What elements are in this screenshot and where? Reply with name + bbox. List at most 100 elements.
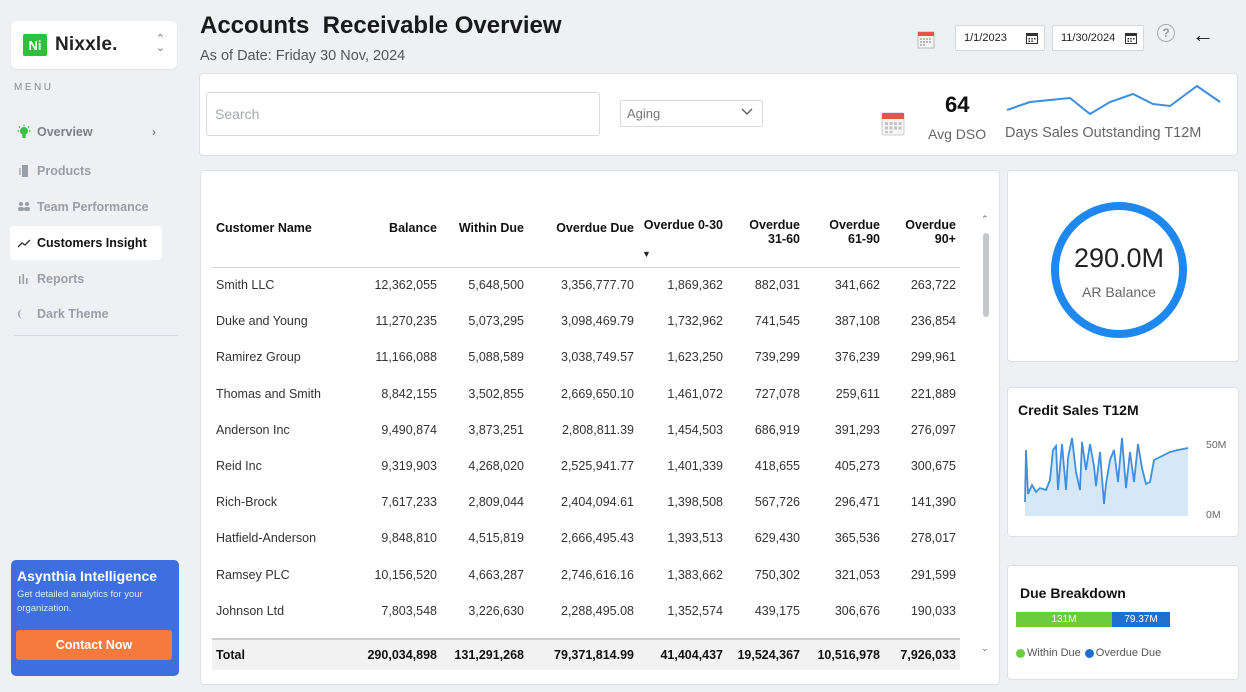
value-cell: 300,675: [910, 459, 956, 474]
total-balance: 290,034,898: [367, 648, 437, 662]
table-row[interactable]: Johnson Ltd 7,803,548 3,226,630 2,288,495.0…: [212, 593, 960, 629]
sidebar-item-products[interactable]: Products: [10, 154, 162, 188]
value-cell: 259,611: [835, 386, 880, 401]
value-cell: 8,842,155: [381, 386, 437, 401]
value-cell: 391,293: [834, 422, 880, 437]
table-row[interactable]: Ramsey PLC 10,156,520 4,663,287 2,746,616.1…: [212, 557, 960, 593]
value-cell: 296,471: [834, 495, 880, 510]
aging-select[interactable]: Aging: [620, 100, 763, 127]
credit-sales-title: Credit Sales T12M: [1018, 402, 1139, 418]
date-from-input[interactable]: 1/1/2023: [955, 25, 1045, 51]
value-cell: 4,663,287: [468, 567, 524, 582]
table-row[interactable]: Hatfield-Anderson 9,848,810 4,515,819 2,666…: [212, 520, 960, 556]
column-header-within-due[interactable]: Within Due: [441, 215, 528, 268]
value-cell: 439,175: [754, 603, 800, 618]
value-cell: 7,803,548: [381, 603, 437, 618]
sidebar-item-dark-theme[interactable]: Dark Theme: [10, 297, 162, 331]
value-cell: 2,404,094.61: [561, 495, 634, 510]
as-of-date: As of Date: Friday 30 Nov, 2024: [200, 48, 406, 64]
value-cell: 3,226,630: [468, 603, 524, 618]
customer-name-cell: Duke and Young: [216, 314, 308, 329]
table-row[interactable]: Duke and Young 11,270,235 5,073,295 3,098,4…: [212, 303, 960, 339]
value-cell: 9,319,903: [381, 459, 437, 474]
table-row[interactable]: Thomas and Smith 8,842,155 3,502,855 2,669,…: [212, 376, 960, 412]
total-within-due: 131,291,268: [454, 648, 524, 662]
table-row[interactable]: Smith LLC 12,362,055 5,648,500 3,356,777.70…: [212, 267, 960, 303]
value-cell: 2,808,811.39: [561, 422, 634, 437]
scroll-up-icon[interactable]: ⌃: [981, 214, 989, 224]
total-overdue-due: 79,371,814.99: [554, 648, 634, 662]
total-overdue-31-60: 19,524,367: [737, 648, 800, 662]
sidebar-item-team-performance[interactable]: Team Performance: [10, 190, 162, 224]
promo-text: Get detailed analytics for your organiza…: [17, 589, 143, 614]
customer-name-cell: Smith LLC: [216, 278, 275, 293]
customer-table: Customer Name Balance Within Due Overdue…: [212, 215, 960, 629]
chevron-down-icon: [740, 104, 754, 121]
total-overdue-0-30: 41,404,437: [660, 648, 723, 662]
value-cell: 629,430: [754, 531, 800, 546]
date-to-input[interactable]: 11/30/2024: [1052, 25, 1144, 51]
value-cell: 190,033: [910, 603, 956, 618]
value-cell: 686,919: [754, 422, 800, 437]
customer-name-cell: Reid Inc: [216, 459, 262, 474]
sidebar-item-label: Dark Theme: [37, 307, 109, 321]
back-arrow-icon[interactable]: ←: [1192, 22, 1214, 47]
sidebar-item-customers-insight[interactable]: Customers Insight: [10, 226, 162, 260]
sidebar-item-overview[interactable]: Overview ›: [10, 115, 162, 149]
help-icon[interactable]: ?: [1157, 24, 1175, 42]
value-cell: 1,401,339: [667, 459, 723, 474]
brand-switcher[interactable]: Ni Nixxle. ⌃ ⌄: [11, 21, 177, 69]
table-scrollbar-thumb[interactable]: [983, 233, 989, 317]
table-row[interactable]: Ramirez Group 11,166,088 5,088,589 3,038,74…: [212, 339, 960, 375]
value-cell: 739,299: [754, 350, 800, 365]
value-cell: 5,073,295: [468, 314, 524, 329]
calendar-icon[interactable]: [1125, 32, 1137, 47]
scroll-down-icon[interactable]: ⌄: [981, 643, 989, 653]
value-cell: 1,454,503: [667, 422, 723, 437]
value-cell: 2,288,495.08: [561, 603, 634, 618]
sidebar-item-reports[interactable]: Reports: [10, 262, 162, 296]
expand-collapse-icon: ⌃ ⌄: [155, 33, 165, 54]
legend-within-label: Within Due: [1027, 647, 1081, 659]
column-header-overdue-61-90[interactable]: Overdue 61-90: [804, 215, 884, 268]
table-total-row: Total 290,034,898 131,291,268 79,371,814…: [212, 640, 960, 670]
sidebar-divider: [14, 335, 178, 336]
bar-chart-icon: [15, 270, 33, 288]
due-breakdown-title: Due Breakdown: [1020, 585, 1126, 601]
value-cell: 7,617,233: [381, 495, 437, 510]
table-row[interactable]: Anderson Inc 9,490,874 3,873,251 2,808,811.…: [212, 412, 960, 448]
page-title: Accounts Receivable Overview: [200, 12, 562, 39]
team-icon: [15, 198, 33, 216]
value-cell: 10,156,520: [374, 567, 437, 582]
column-header-overdue-0-30[interactable]: Overdue 0-30: [638, 215, 727, 268]
sort-descending-icon[interactable]: ▼: [642, 249, 651, 259]
column-header-customer-name[interactable]: Customer Name: [212, 215, 357, 268]
value-cell: 291,599: [910, 567, 956, 582]
brand-name: Nixxle.: [55, 34, 118, 55]
date-to-value: 11/30/2024: [1061, 32, 1116, 44]
value-cell: 5,648,500: [468, 278, 524, 293]
dso-sparkline: [1005, 82, 1225, 127]
ar-balance-label: AR Balance: [1082, 284, 1156, 300]
value-cell: 263,722: [910, 278, 956, 293]
value-cell: 341,662: [834, 278, 880, 293]
credit-y-max-label: 50M: [1206, 439, 1227, 451]
calendar-icon[interactable]: [1026, 32, 1038, 47]
contact-now-button[interactable]: Contact Now: [16, 630, 172, 660]
column-header-overdue-31-60[interactable]: Overdue 31-60: [727, 215, 804, 268]
due-breakdown-bar: 131M 79.37M: [1016, 612, 1170, 627]
promo-card: Asynthia Intelligence Get detailed analy…: [11, 560, 179, 676]
column-header-overdue-due[interactable]: Overdue Due: [528, 215, 638, 268]
sidebar: Ni Nixxle. ⌃ ⌄ MENU Overview › Products T…: [0, 0, 186, 692]
table-row[interactable]: Reid Inc 9,319,903 4,268,020 2,525,941.77 1,…: [212, 448, 960, 484]
search-input[interactable]: [206, 92, 600, 136]
customer-name-cell: Rich-Brock: [216, 495, 278, 510]
column-header-overdue-90-plus[interactable]: Overdue 90+: [884, 215, 960, 268]
trend-icon: [15, 234, 33, 252]
value-cell: 11,270,235: [375, 314, 437, 329]
within-due-legend-dot: [1016, 648, 1025, 658]
value-cell: 1,461,072: [667, 386, 723, 401]
table-row[interactable]: Rich-Brock 7,617,233 2,809,044 2,404,094.61…: [212, 484, 960, 520]
column-header-balance[interactable]: Balance: [357, 215, 441, 268]
value-cell: 567,726: [754, 495, 800, 510]
